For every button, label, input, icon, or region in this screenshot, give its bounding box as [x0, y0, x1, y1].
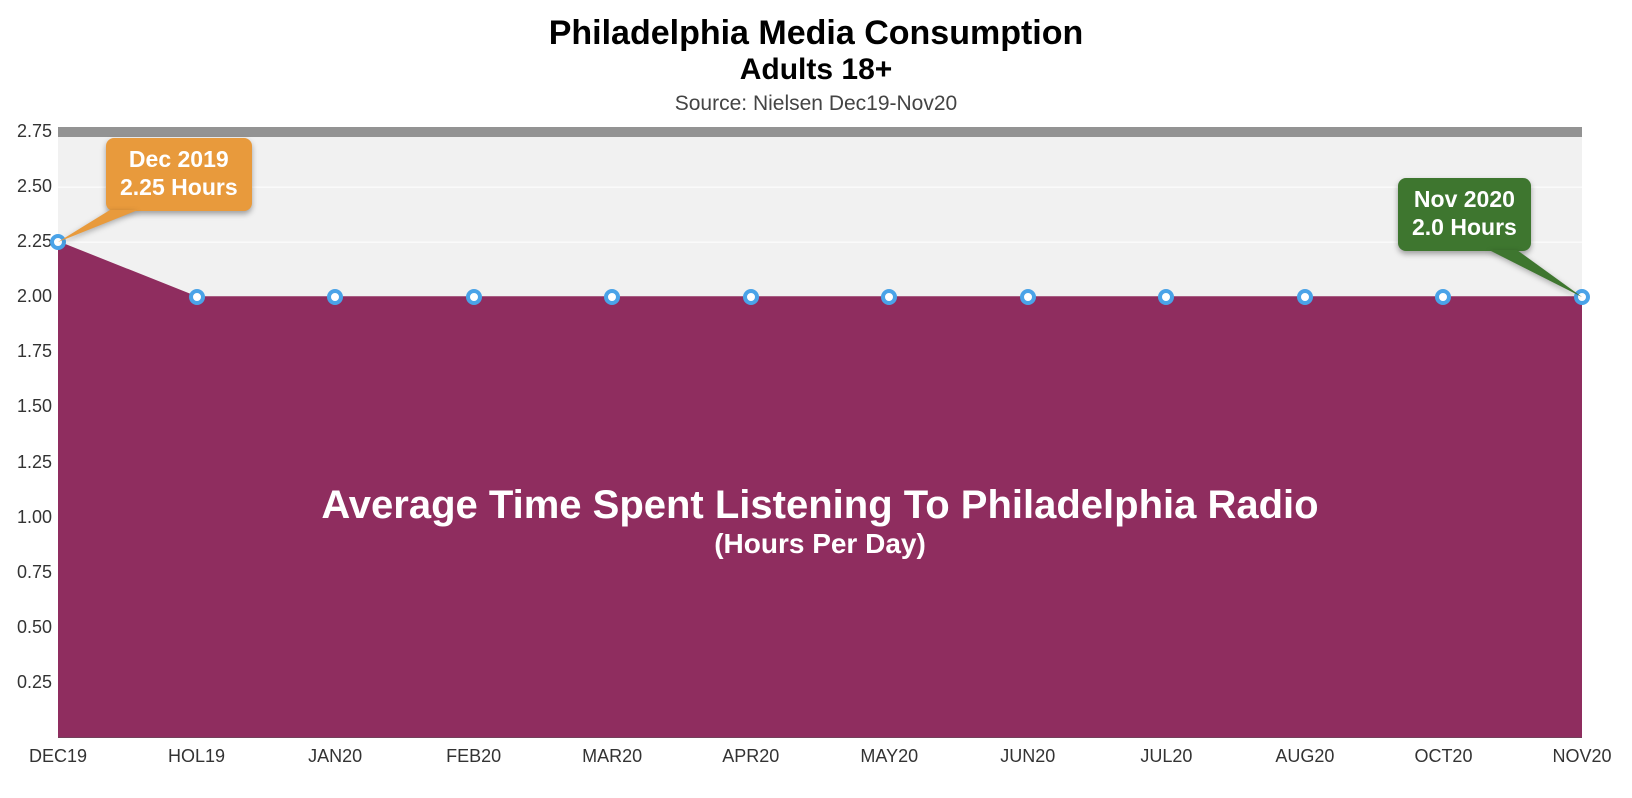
- x-tick-label: DEC19: [29, 746, 87, 767]
- y-tick-label: 2.75: [10, 121, 52, 142]
- y-tick-label: 1.25: [10, 452, 52, 473]
- data-marker: [327, 289, 343, 305]
- data-marker: [466, 289, 482, 305]
- data-marker: [1574, 289, 1590, 305]
- chart-center-label: Average Time Spent Listening To Philadel…: [58, 483, 1582, 560]
- callout-end-line1: Nov 2020: [1412, 186, 1517, 214]
- center-label-line1: Average Time Spent Listening To Philadel…: [58, 483, 1582, 528]
- data-marker: [1297, 289, 1313, 305]
- chart-source: Source: Nielsen Dec19-Nov20: [0, 92, 1632, 116]
- x-tick-label: AUG20: [1275, 746, 1334, 767]
- chart-area: 0.250.500.751.001.251.501.752.002.252.50…: [58, 132, 1582, 778]
- x-tick-label: JUL20: [1140, 746, 1192, 767]
- x-tick-label: NOV20: [1552, 746, 1611, 767]
- data-marker: [189, 289, 205, 305]
- callout-start-tail: [124, 211, 125, 212]
- callout-end: Nov 2020 2.0 Hours: [1398, 178, 1531, 251]
- data-marker: [1020, 289, 1036, 305]
- callout-start-line1: Dec 2019: [120, 146, 238, 174]
- y-tick-label: 2.50: [10, 176, 52, 197]
- x-tick-label: HOL19: [168, 746, 225, 767]
- data-marker: [881, 289, 897, 305]
- chart-title: Philadelphia Media Consumption: [0, 14, 1632, 53]
- y-tick-label: 1.75: [10, 341, 52, 362]
- x-tick-label: APR20: [722, 746, 779, 767]
- y-tick-label: 2.00: [10, 286, 52, 307]
- area-plot-svg: [58, 132, 1582, 738]
- x-tick-label: JUN20: [1000, 746, 1055, 767]
- x-tick-label: JAN20: [308, 746, 362, 767]
- y-tick-label: 0.25: [10, 672, 52, 693]
- y-tick-label: 0.50: [10, 617, 52, 638]
- y-tick-label: 2.25: [10, 231, 52, 252]
- callout-end-tail: [1503, 251, 1504, 252]
- chart-subtitle: Adults 18+: [0, 53, 1632, 88]
- callout-end-line2: 2.0 Hours: [1412, 214, 1517, 242]
- center-label-line2: (Hours Per Day): [58, 528, 1582, 560]
- callout-start: Dec 2019 2.25 Hours: [106, 138, 252, 211]
- data-marker: [1158, 289, 1174, 305]
- data-marker: [1435, 289, 1451, 305]
- y-tick-label: 1.50: [10, 396, 52, 417]
- x-tick-label: OCT20: [1414, 746, 1472, 767]
- data-marker: [604, 289, 620, 305]
- x-tick-label: FEB20: [446, 746, 501, 767]
- x-tick-label: MAY20: [860, 746, 918, 767]
- plot-top-border: [58, 127, 1582, 137]
- callout-start-line2: 2.25 Hours: [120, 174, 238, 202]
- data-marker: [50, 234, 66, 250]
- y-tick-label: 0.75: [10, 562, 52, 583]
- x-tick-label: MAR20: [582, 746, 642, 767]
- data-marker: [743, 289, 759, 305]
- y-tick-label: 1.00: [10, 507, 52, 528]
